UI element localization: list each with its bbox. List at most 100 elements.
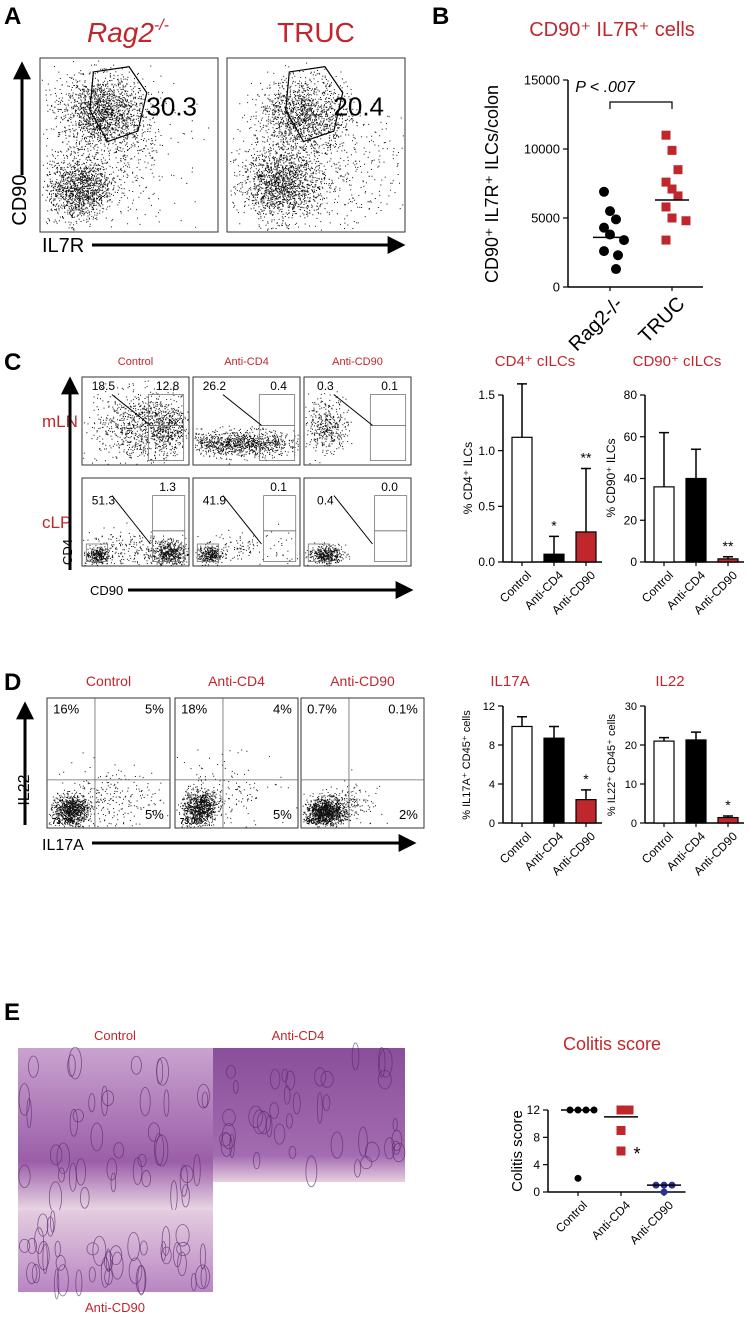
significance-bracket [609,101,673,109]
chart-title: CD4⁺ cILCs [495,353,575,370]
data-point [611,264,621,275]
panel-label: E [4,999,20,1026]
crypt [72,1109,84,1123]
bar [717,816,739,824]
gate-pointer [111,495,151,545]
crypt [75,1158,87,1186]
crypt [92,1235,107,1266]
quadrant-percent: 73.7% [52,817,75,826]
crypt [285,1113,293,1129]
crypt [273,1123,286,1145]
y-tick-label: 1.5 [478,388,495,402]
x-axis-title: IL7R [42,235,84,257]
gate-percent: 0.3 [317,379,334,393]
crypt [305,1155,318,1188]
crypt [100,1257,110,1288]
annotation: P < .007 [575,79,636,96]
crypt [128,1257,143,1285]
significance-mark: * [551,517,557,533]
crypt [330,1131,344,1159]
y-axis-title: CD90 [9,174,31,225]
crypt [88,1266,96,1283]
gate-pointer [222,495,262,545]
error-bar [549,535,559,555]
flow-events [41,60,210,231]
x-tick-label: TRUC [635,293,690,348]
y-tick-label: 5000 [531,211,560,226]
crypt [253,1151,261,1170]
crypt [314,1067,327,1087]
crypt [193,1154,201,1187]
crypt [153,1133,165,1166]
crypt [110,1172,117,1193]
data-point [661,177,671,187]
crypt [226,1065,236,1079]
data-point [661,202,671,212]
crypt [105,1248,111,1273]
crypt [364,1141,380,1162]
chart-title: CD90⁺ IL7R⁺ cells [529,19,695,41]
bar [511,725,533,824]
row-label: cLP [42,513,71,532]
y-tick-label: 30 [625,701,637,713]
crypt [31,1263,41,1284]
x-tick-label: Control [553,1198,590,1235]
error-bar [517,383,527,438]
crypt [392,1142,406,1163]
error-bar [517,715,527,727]
bar [575,798,597,824]
data-point [667,184,677,194]
crypt [176,1242,191,1256]
data-point [667,213,677,223]
y-axis-title: CD90⁺ IL7R⁺ ILCs/colon [482,85,502,283]
quadrant-percent: 73.0% [180,817,203,826]
quadrant-percent: 16% [53,702,79,717]
crypt [34,1227,44,1254]
bar [685,739,707,824]
flow-events [48,752,169,828]
row-label: mLN [42,412,78,431]
y-axis-title: Colitis score [509,1110,526,1192]
crypt [384,1137,395,1160]
histology-image [213,1048,405,1182]
crypt [175,1224,190,1247]
gate-pointer [222,394,262,426]
gate [147,424,185,461]
flow-events [305,542,351,567]
crypt [160,1241,167,1261]
gate-percent: 12.8 [156,379,180,393]
column-header: Anti-CD4 [224,356,269,368]
gate [369,424,407,461]
crypt [163,1089,170,1117]
x-axis-title: CD90 [90,583,123,598]
y-tick-label: 20 [624,513,638,527]
gate-percent: 0.0 [381,480,398,494]
crypt [102,1090,115,1107]
crypt [55,1254,66,1271]
y-tick-label: 60 [624,430,638,444]
error-bar [723,556,733,559]
crypt [132,1157,143,1185]
crypt [353,1159,362,1178]
data-point [661,130,671,140]
crypt [221,1122,236,1150]
crypt [42,1243,48,1274]
data-point [624,1105,634,1115]
y-tick-label: 0 [630,555,637,569]
crypt [130,1055,142,1075]
bar [511,436,533,563]
bar [653,740,675,824]
crypt [316,1092,323,1124]
error-bar [549,725,559,739]
y-axis-title: % CD90⁺ ILCs [604,438,618,517]
data-point [605,206,615,217]
chart-title: CD90⁺ cILCs [633,353,722,370]
crypt [28,1055,39,1078]
y-tick-label: 0 [489,818,495,830]
gate [374,530,408,562]
crypt [127,1231,140,1261]
crypt [56,1142,70,1174]
gate [307,543,331,563]
crypt [358,1126,368,1157]
